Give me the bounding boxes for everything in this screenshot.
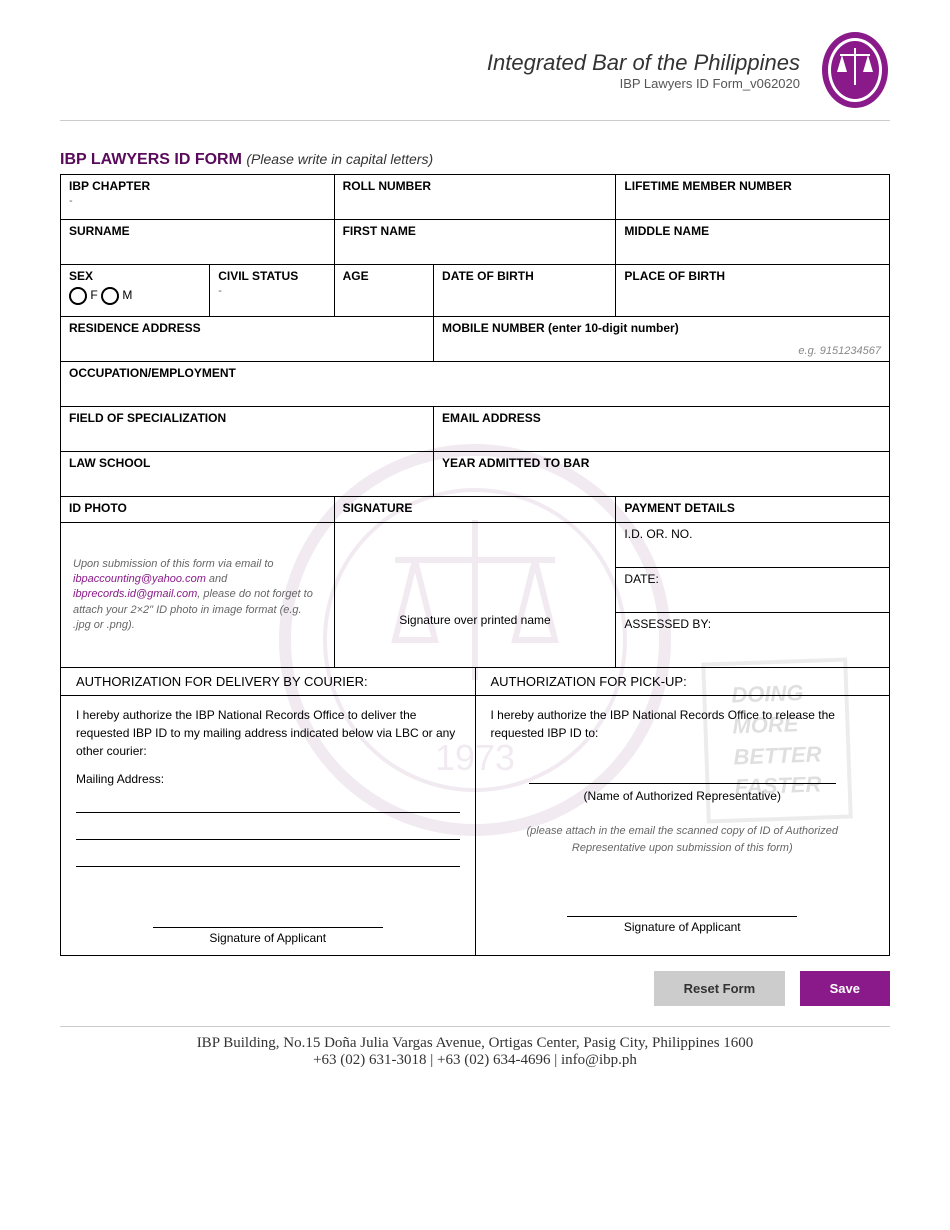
radio-sex-f[interactable]	[69, 287, 87, 305]
label-civil-status: CIVIL STATUS	[218, 269, 325, 283]
label-mobile: MOBILE NUMBER (enter 10-digit number)	[442, 321, 881, 335]
auth-delivery-title: AUTHORIZATION FOR DELIVERY BY COURIER:	[61, 668, 476, 695]
save-button[interactable]: Save	[800, 971, 890, 1006]
label-lifetime-member: LIFETIME MEMBER NUMBER	[624, 179, 881, 193]
label-signature: SIGNATURE	[343, 501, 608, 515]
radio-sex-m[interactable]	[101, 287, 119, 305]
label-email: EMAIL ADDRESS	[442, 411, 881, 425]
label-first-name: FIRST NAME	[343, 224, 608, 238]
page-header: Integrated Bar of the Philippines IBP La…	[60, 30, 890, 121]
label-assessed-by: ASSESSED BY:	[624, 617, 711, 631]
footer-contact: +63 (02) 631-3018 | +63 (02) 634-4696 | …	[60, 1052, 890, 1069]
auth-delivery-text: I hereby authorize the IBP National Reco…	[76, 706, 460, 760]
label-id-photo: ID PHOTO	[69, 501, 326, 515]
label-sex: SEX	[69, 269, 201, 283]
label-dob: DATE OF BIRTH	[442, 269, 607, 283]
mailing-label: Mailing Address:	[76, 772, 460, 786]
form-title: IBP LAWYERS ID FORM (Please write in cap…	[60, 151, 890, 169]
mailing-line-2[interactable]	[76, 818, 460, 840]
rep-name-line[interactable]	[529, 762, 836, 784]
label-ibp-chapter: IBP CHAPTER	[69, 179, 326, 193]
label-id-or-no: I.D. OR. NO.	[624, 527, 692, 541]
label-residence: RESIDENCE ADDRESS	[69, 321, 425, 335]
label-age: AGE	[343, 269, 425, 283]
button-row: Reset Form Save	[60, 971, 890, 1006]
label-pob: PLACE OF BIRTH	[624, 269, 881, 283]
org-title: Integrated Bar of the Philippines	[487, 50, 800, 76]
photo-note: Upon submission of this form via email t…	[69, 547, 326, 644]
label-date: DATE:	[624, 572, 658, 586]
auth-pickup-title: AUTHORIZATION FOR PICK-UP:	[476, 668, 890, 695]
pickup-note: (please attach in the email the scanned …	[491, 823, 875, 856]
label-law-school: LAW SCHOOL	[69, 456, 425, 470]
rep-label: (Name of Authorized Representative)	[491, 789, 875, 803]
form-version: IBP Lawyers ID Form_v062020	[487, 76, 800, 91]
sig-applicant-pickup: Signature of Applicant	[567, 916, 797, 934]
auth-section: I hereby authorize the IBP National Reco…	[60, 696, 890, 956]
label-payment: PAYMENT DETAILS	[624, 501, 881, 515]
label-occupation: OCCUPATION/EMPLOYMENT	[69, 366, 881, 380]
mailing-line-3[interactable]	[76, 845, 460, 867]
label-roll-number: ROLL NUMBER	[343, 179, 608, 193]
auth-pickup-text: I hereby authorize the IBP National Reco…	[491, 706, 875, 742]
label-middle-name: MIDDLE NAME	[624, 224, 881, 238]
page-footer: IBP Building, No.15 Doña Julia Vargas Av…	[60, 1026, 890, 1069]
reset-button[interactable]: Reset Form	[654, 971, 786, 1006]
footer-address: IBP Building, No.15 Doña Julia Vargas Av…	[60, 1035, 890, 1052]
mailing-line-1[interactable]	[76, 791, 460, 813]
sig-applicant-delivery: Signature of Applicant	[153, 927, 383, 945]
label-year-admitted: YEAR ADMITTED TO BAR	[442, 456, 881, 470]
ibp-logo	[820, 30, 890, 110]
auth-header: AUTHORIZATION FOR DELIVERY BY COURIER: A…	[60, 668, 890, 696]
label-surname: SURNAME	[69, 224, 326, 238]
sig-over-name: Signature over printed name	[343, 613, 608, 627]
hint-mobile: e.g. 9151234567	[798, 345, 881, 357]
label-specialization: FIELD OF SPECIALIZATION	[69, 411, 425, 425]
form-grid: IBP CHAPTER- ROLL NUMBER LIFETIME MEMBER…	[60, 174, 890, 668]
